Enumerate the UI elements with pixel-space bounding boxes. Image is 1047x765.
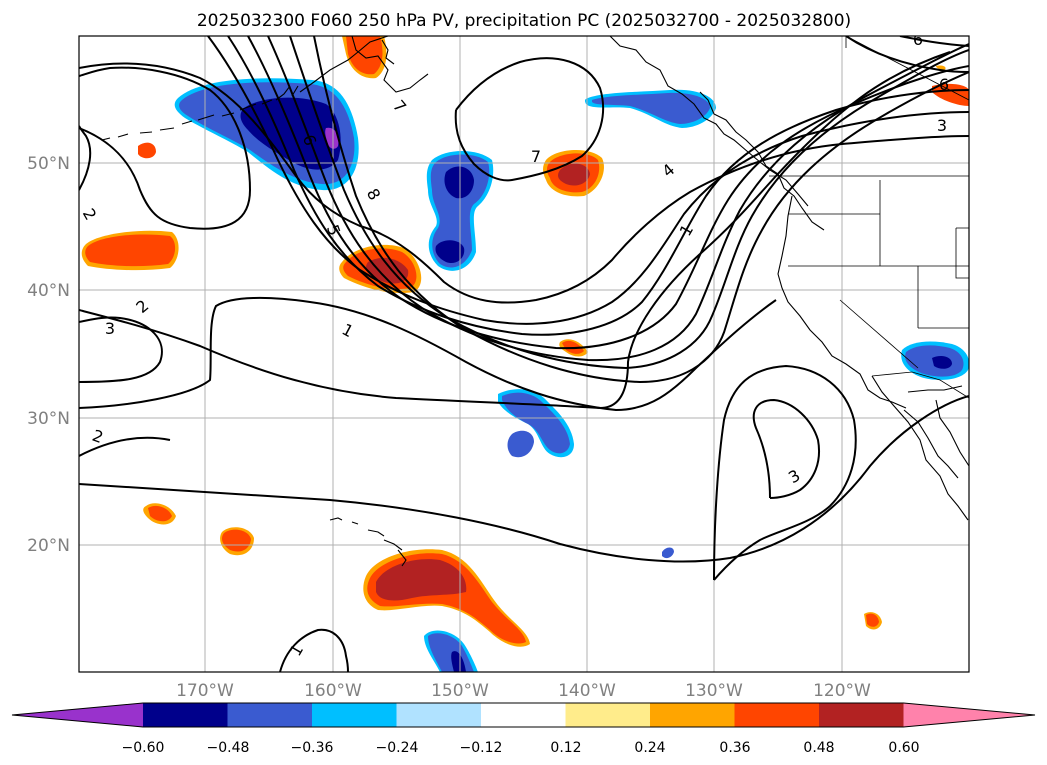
latitude-labels: 50°N 40°N 30°N 20°N	[27, 154, 70, 556]
contour-line	[279, 628, 349, 672]
contour-line	[845, 36, 969, 73]
colorbar-tick: 0.48	[803, 740, 834, 756]
neg-area-aleutian-core	[240, 97, 341, 170]
lon-label-120w: 120°W	[813, 681, 871, 701]
contour-line	[79, 296, 777, 412]
neg-area-socal-core	[932, 356, 952, 369]
colorbar-segment	[227, 703, 313, 727]
colorbar-tick: −0.48	[207, 740, 250, 756]
mexico-mainland	[935, 399, 969, 467]
map-background	[79, 36, 969, 672]
contour-line	[79, 436, 171, 457]
neg-area-31n-mid	[502, 392, 570, 454]
colorbar-segment	[565, 703, 651, 727]
lon-label-150w: 150°W	[431, 681, 489, 701]
colorbar-segment	[481, 703, 566, 727]
colorbar-tick: 0.24	[634, 740, 665, 756]
colorbar-extend-high	[903, 703, 1035, 727]
colorbar-segment	[819, 703, 904, 727]
contour-line	[79, 316, 163, 383]
colorbar-segment	[143, 703, 228, 727]
lon-label-160w: 160°W	[304, 681, 362, 701]
contour-label: 6	[939, 75, 949, 94]
colorbar-segment	[396, 703, 482, 727]
aleutian-islands	[101, 85, 299, 141]
colorbar-tick: −0.12	[460, 740, 503, 756]
pos-area-22n-west-core	[148, 505, 172, 522]
colorbar-tick: −0.24	[376, 740, 419, 756]
alaska-peninsula	[299, 36, 389, 93]
contour-line	[454, 57, 605, 182]
pos-area-ne-corner-small	[936, 65, 946, 70]
contour-line	[207, 36, 969, 325]
neg-area-bc-coast-mid	[592, 92, 710, 124]
map-area: 1 1 1 2 2 2 3 3 3 4 5 6 6 6 7 7 8	[79, 30, 969, 672]
lat-label-40n: 40°N	[27, 281, 70, 301]
lon-label-140w: 140°W	[558, 681, 616, 701]
pos-area-baja-core	[866, 613, 879, 627]
contour-line	[267, 36, 969, 362]
contour-label: 3	[937, 116, 947, 135]
pos-area-dateline-core	[85, 234, 176, 267]
map-title: 2025032300 F060 250 hPa PV, precipitatio…	[197, 11, 851, 31]
contour-line	[713, 364, 857, 581]
lat-label-50n: 50°N	[27, 154, 70, 174]
contour-line	[79, 62, 969, 304]
contour-line	[752, 398, 820, 499]
colorbar-tick: 0.36	[719, 740, 750, 756]
contour-line	[289, 36, 969, 370]
contour-line	[79, 66, 252, 230]
us-west-coast	[777, 195, 907, 409]
pos-area-21n-core	[222, 529, 251, 552]
us-mexico-border	[871, 371, 969, 399]
neg-area-28n	[507, 430, 534, 458]
colorbar-segment	[312, 703, 397, 727]
alaska-coast	[351, 36, 429, 93]
colorbar: −0.60 −0.48 −0.36 −0.24 −0.12 0.12 0.24 …	[11, 702, 1036, 756]
contour-line	[227, 36, 969, 336]
neg-area-aleutian-purple	[325, 127, 339, 149]
contour-line	[899, 36, 969, 47]
colorbar-tick: 0.12	[550, 740, 581, 756]
neg-area-20n	[662, 547, 674, 559]
contour-line	[247, 36, 969, 350]
us-state-borders	[788, 180, 969, 369]
alaska-panhandle	[609, 36, 809, 207]
pos-area-hawaii-core	[376, 559, 467, 601]
contour-label: 7	[531, 147, 541, 166]
lon-label-170w: 170°W	[176, 681, 234, 701]
contour-line	[313, 36, 969, 384]
lat-label-30n: 30°N	[27, 409, 70, 429]
colorbar-outline	[11, 702, 1036, 728]
longitude-labels: 170°W 160°W 150°W 140°W 130°W 120°W	[176, 681, 871, 701]
colorbar-segment	[650, 703, 735, 727]
colorbar-tick: 0.60	[888, 740, 919, 756]
political-borders	[769, 36, 969, 399]
contour-label: 3	[105, 319, 115, 338]
contour-line	[79, 51, 951, 410]
contour-label: 6	[913, 30, 923, 49]
pv-contours	[79, 36, 969, 672]
colorbar-extend-low	[12, 703, 143, 727]
colorbar-tick: −0.36	[291, 740, 334, 756]
neg-area-150w-core1	[444, 166, 474, 199]
colorbar-ticks: −0.60 −0.48 −0.36 −0.24 −0.12 0.12 0.24 …	[122, 740, 920, 756]
map-frame	[78, 35, 970, 673]
contour-line	[79, 395, 969, 563]
alaska-canada-border	[845, 36, 969, 101]
lon-label-130w: 130°W	[685, 681, 743, 701]
hawaii-islands	[329, 517, 407, 567]
colorbar-segments	[11, 702, 1036, 728]
neg-area-hawaii-south-core	[451, 651, 466, 672]
pos-area-50n-core	[558, 163, 590, 186]
lat-label-20n: 20°N	[27, 536, 70, 556]
neg-area-150w-core2	[435, 240, 465, 264]
pos-area-52n	[138, 142, 156, 159]
colorbar-segment	[734, 703, 820, 727]
colorbar-tick: −0.60	[122, 740, 165, 756]
